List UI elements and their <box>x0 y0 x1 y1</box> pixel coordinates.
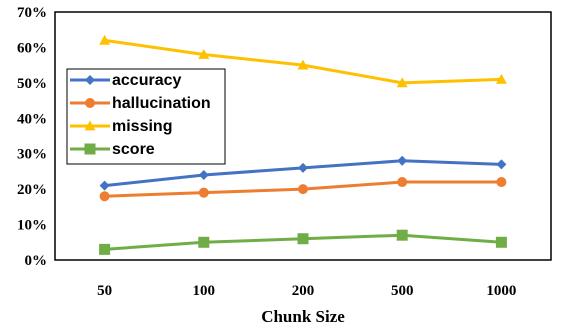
data-point-missing <box>297 59 309 70</box>
legend-marker-missing <box>84 120 96 131</box>
data-point-score <box>198 236 210 248</box>
series-score <box>99 229 507 255</box>
series-missing <box>99 34 507 88</box>
data-point-hallucination <box>198 187 209 198</box>
data-point-missing <box>396 77 408 88</box>
data-point-missing <box>495 73 507 84</box>
legend-label-hallucination: hallucination <box>112 95 211 112</box>
y-tick-label: 60% <box>17 40 47 56</box>
legend-item-missing: missing <box>70 118 172 135</box>
legend-item-accuracy: accuracy <box>70 72 181 89</box>
series-accuracy <box>99 155 507 191</box>
legend-item-hallucination: hallucination <box>70 95 211 112</box>
data-point-accuracy <box>99 180 110 191</box>
y-tick-label: 70% <box>17 5 47 21</box>
data-point-hallucination <box>298 184 308 195</box>
data-point-score <box>99 243 111 255</box>
y-axis: 0% 10% 20% 30% 40% 50% 60% 70% <box>17 5 47 269</box>
data-point-missing <box>99 34 111 45</box>
legend-label-accuracy: accuracy <box>112 72 181 89</box>
x-tick-label: 1000 <box>486 283 516 299</box>
legend: accuracy hallucination missing score <box>66 68 226 165</box>
legend-marker-accuracy <box>85 75 95 85</box>
data-point-accuracy <box>198 169 209 180</box>
x-axis: 50 100 200 500 1000 <box>97 283 516 299</box>
series-layer <box>99 34 507 255</box>
data-point-accuracy <box>397 155 408 166</box>
data-point-hallucination <box>397 177 408 188</box>
data-point-missing <box>198 49 210 59</box>
legend-label-missing: missing <box>112 118 172 135</box>
data-point-score <box>297 233 309 245</box>
data-point-score <box>396 229 408 241</box>
y-tick-label: 0% <box>25 253 48 269</box>
x-tick-label: 500 <box>391 283 414 299</box>
data-point-accuracy <box>298 162 308 173</box>
data-point-hallucination <box>99 191 110 202</box>
y-tick-label: 50% <box>17 76 47 92</box>
y-tick-label: 30% <box>17 147 47 163</box>
y-tick-label: 20% <box>17 182 47 198</box>
x-tick-label: 50 <box>97 283 112 299</box>
legend-label-score: score <box>112 141 155 158</box>
x-axis-title: Chunk Size <box>261 307 345 326</box>
x-tick-label: 200 <box>292 283 315 299</box>
y-tick-label: 40% <box>17 111 47 127</box>
data-point-score <box>495 236 507 248</box>
x-tick-label: 100 <box>193 283 216 299</box>
y-tick-label: 10% <box>17 218 47 234</box>
series-hallucination <box>99 177 507 202</box>
legend-item-score: score <box>70 141 155 158</box>
legend-marker-hallucination <box>85 98 95 108</box>
data-point-accuracy <box>496 159 507 170</box>
data-point-hallucination <box>496 177 507 188</box>
legend-marker-score <box>84 143 96 155</box>
